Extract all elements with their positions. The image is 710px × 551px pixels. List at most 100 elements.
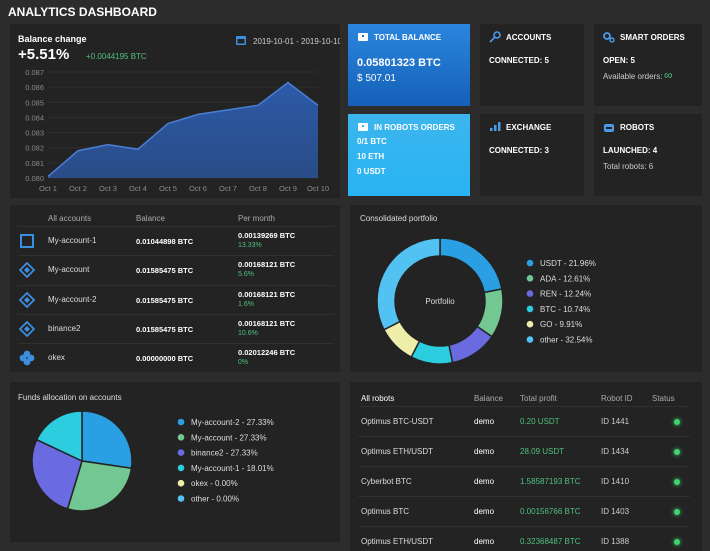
- pie-chart: USDT - 21.96% ADA - 12.61% REN - 12.24% BTC…: [376, 237, 596, 365]
- icon-wallet-clasp: [362, 125, 364, 127]
- card-icon: [490, 122, 501, 131]
- card-line: Total robots: 6: [603, 162, 654, 171]
- robot-balance: demo: [474, 447, 495, 456]
- account-change: 5.6%: [238, 271, 254, 279]
- status-indicator: [674, 539, 680, 545]
- legend-marker: [177, 495, 185, 502]
- icon-bar: [494, 125, 497, 131]
- row-separator: [358, 526, 690, 527]
- legend-marker: [526, 336, 534, 343]
- account-balance: 0.01585475 BTC: [136, 324, 194, 334]
- legend-marker: [177, 434, 185, 441]
- legend-marker: [526, 259, 534, 267]
- card-icon: [358, 33, 368, 41]
- icon: [24, 325, 30, 332]
- account-per-month: 0.00168121 BTC: [238, 260, 296, 270]
- pie-slice: [376, 237, 441, 331]
- card: IN ROBOTS ORDERS 0/1 BTC 10 ETH 0 USDT: [348, 114, 470, 196]
- card-icon: [603, 32, 615, 43]
- x-tick-label: Oct 10: [307, 184, 329, 193]
- y-tick-label: 0.084: [25, 113, 44, 122]
- robot-id: ID 1410: [601, 477, 630, 486]
- robot-profit: 0.20 USDT: [520, 417, 560, 426]
- account-per-month: 0.00168121 BTC: [238, 289, 296, 299]
- legend-label: okex - 0.00%: [191, 479, 238, 488]
- robot-name: Optimus ETH/USDT: [361, 537, 434, 546]
- pie-slice: [31, 438, 83, 510]
- row-separator: [358, 406, 690, 407]
- table-header: Total profit: [520, 394, 557, 403]
- card: EXCHANGE CONNECTED: 3: [480, 114, 584, 196]
- balance-panel: Balance change +5.51% +0.0044195 BTC 2019-1…: [10, 24, 340, 198]
- y-tick-label: 0.083: [25, 129, 44, 138]
- y-tick-label: 0.080: [25, 174, 44, 183]
- y-tick-label: 0.087: [25, 68, 44, 77]
- account-balance: 0.01044898 BTC: [136, 237, 194, 246]
- x-tick-label: Oct 5: [159, 184, 177, 193]
- account-name: My-account-1: [48, 236, 97, 245]
- account-change: 10.6%: [238, 329, 258, 337]
- y-tick-label: 0.082: [25, 144, 44, 153]
- table-header: All robots: [361, 394, 395, 403]
- icon-key: [493, 31, 501, 39]
- legend-label: other - 0.00%: [191, 495, 239, 504]
- card-line: CONNECTED: 3: [489, 146, 550, 155]
- robot-balance: demo: [474, 417, 495, 426]
- card-line: ∞: [664, 68, 673, 82]
- icon: [19, 320, 35, 337]
- robot-name: Cyberbot BTC: [361, 477, 412, 486]
- card-icon: [358, 123, 368, 131]
- exchange-icon: [20, 234, 34, 248]
- exchange-icon: [19, 320, 35, 337]
- card-title: EXCHANGE: [506, 123, 552, 132]
- card: TOTAL BALANCE 0.05801323 BTC $ 507.01: [348, 24, 470, 106]
- card-title: IN ROBOTS ORDERS: [374, 123, 455, 132]
- account-per-month: 0.00168121 BTC: [238, 318, 296, 328]
- exchange-icon: [19, 350, 35, 366]
- robot-name: Optimus BTC-USDT: [361, 417, 434, 426]
- legend-marker: [177, 418, 185, 426]
- pie-slice: [66, 460, 133, 512]
- robot-id: ID 1388: [601, 537, 630, 546]
- icon: [19, 354, 27, 362]
- table-header: Robot ID: [601, 394, 633, 403]
- robots-panel: All robots Balance Total profit Robot ID Sta…: [350, 382, 702, 551]
- row-separator: [358, 436, 690, 437]
- x-tick-label: Oct 8: [249, 184, 267, 193]
- legend-label: binance2 - 27.33%: [191, 449, 258, 458]
- account-per-month: 0.02012246 BTC: [238, 348, 296, 358]
- balance-change-btc: +0.0044195 BTC: [86, 52, 147, 61]
- card-line: 0/1 BTC: [357, 137, 387, 146]
- panel-title: Funds allocation on accounts: [18, 393, 122, 402]
- robot-id: ID 1403: [601, 507, 630, 516]
- panel-title: Balance change: [18, 34, 87, 44]
- row-separator: [18, 255, 334, 257]
- legend-marker: [177, 479, 185, 487]
- row-separator: [18, 226, 334, 227]
- legend-marker: [526, 290, 534, 297]
- robot-profit: 1.58587193 BTC: [520, 477, 581, 486]
- icon-gear: [603, 32, 611, 40]
- legend-label: USDT - 21.96%: [540, 259, 596, 268]
- calendar-icon: [236, 36, 246, 45]
- y-tick-label: 0.081: [25, 159, 44, 168]
- card-line: CONNECTED: 5: [489, 56, 550, 65]
- icon: [24, 267, 30, 274]
- icon-wallet-clasp: [362, 35, 364, 37]
- legend-label: GO - 9.91%: [540, 320, 582, 329]
- status-indicator: [674, 479, 680, 485]
- legend-marker: [177, 464, 185, 472]
- row-separator: [18, 343, 334, 345]
- card-title: SMART ORDERS: [620, 33, 685, 42]
- legend-marker: [526, 320, 534, 328]
- status-indicator: [674, 509, 680, 515]
- icon: [24, 296, 30, 303]
- x-tick-label: Oct 7: [219, 184, 237, 193]
- x-tick-label: Oct 3: [99, 184, 117, 193]
- account-balance: 0.01585475 BTC: [136, 295, 194, 305]
- card-line: 0 USDT: [357, 167, 386, 176]
- card-icon: [489, 31, 501, 43]
- table-header: All accounts: [48, 214, 92, 223]
- card-title: ROBOTS: [620, 123, 655, 132]
- icon-robot-eyes: [606, 127, 612, 129]
